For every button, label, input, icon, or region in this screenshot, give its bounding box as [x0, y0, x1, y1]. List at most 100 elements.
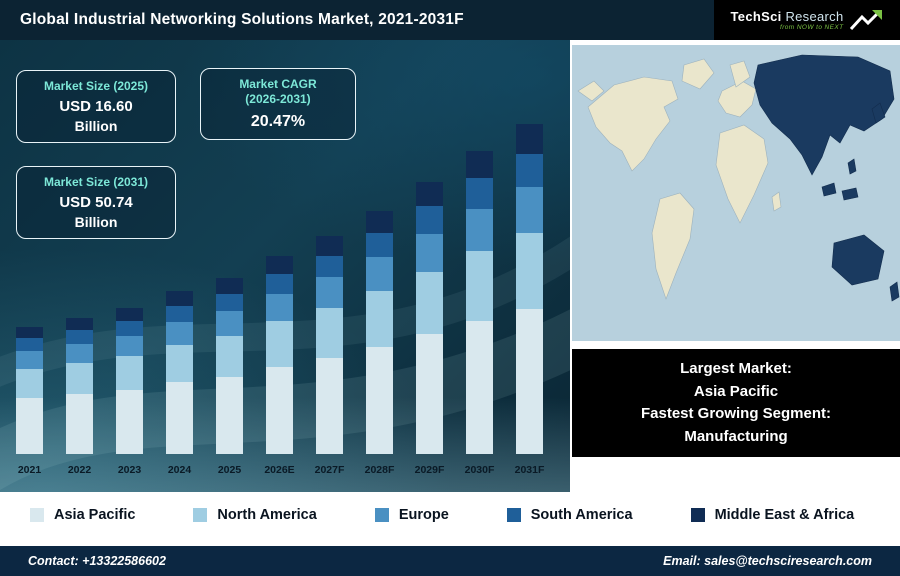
bar-segment-2029F: [416, 181, 443, 207]
map-asia-highlight: [753, 54, 895, 176]
legend-label: Asia Pacific: [54, 507, 136, 523]
legend-item: North America: [193, 507, 317, 523]
footer-contact: Contact: +13322586602: [28, 554, 166, 568]
bar-2029F: [416, 181, 443, 454]
bar-segment-2027F: [316, 255, 343, 278]
largest-market-callout: Largest Market: Asia Pacific Fastest Gro…: [572, 349, 900, 457]
bar-2022: [66, 318, 93, 454]
legend-label: Europe: [398, 507, 449, 523]
bar-segment-2021: [16, 327, 43, 339]
bar-segment-2029F: [416, 233, 443, 272]
map-indonesia-1: [821, 182, 837, 197]
logo-arrow-icon: [850, 9, 883, 31]
bar-segment-2024: [166, 344, 193, 383]
logo-brand: TechSci Research: [731, 9, 844, 24]
bar-segment-2030F: [466, 178, 493, 209]
market-cagr-label: Market CAGR: [239, 77, 317, 91]
bar-2030F: [466, 151, 493, 454]
bar-segment-2026E: [266, 321, 293, 367]
bar-segment-2027F: [316, 358, 343, 454]
bar-segment-2023: [116, 356, 143, 390]
logo-text: TechSci Research from NOW to NEXT: [731, 9, 844, 31]
legend-item: South America: [506, 507, 633, 523]
footer: Contact: +13322586602 Email: sales@techs…: [0, 546, 900, 576]
bar-2023: [116, 308, 143, 454]
market-size-2025-label: Market Size (2025): [43, 79, 149, 93]
logo-tagline: from NOW to NEXT: [780, 24, 844, 31]
market-size-2031-box: Market Size (2031) USD 50.74 Billion: [16, 166, 176, 239]
bar-segment-2027F: [316, 236, 343, 256]
x-axis-label-2021: 2021: [17, 464, 42, 476]
map-europe: [717, 80, 757, 118]
legend-item: Europe: [374, 507, 449, 523]
legend-label: Middle East & Africa: [714, 507, 855, 523]
x-axis-label-2026E: 2026E: [264, 464, 295, 476]
bar-segment-2022: [66, 318, 93, 331]
bar-segment-2025: [216, 278, 243, 294]
bar-segment-2025: [216, 336, 243, 377]
map-new-zealand: [889, 281, 900, 302]
bar-segment-2028F: [366, 257, 393, 292]
x-axis-label-2023: 2023: [117, 464, 142, 476]
legend-swatch-icon: [690, 508, 705, 522]
legend-swatch-icon: [30, 508, 44, 522]
bar-segment-2021: [16, 351, 43, 369]
chart-panel: Market Size (2025) USD 16.60 Billion Mar…: [0, 40, 570, 492]
world-map-image: [572, 45, 900, 341]
bar-segment-2030F: [466, 151, 493, 179]
bar-segment-2022: [66, 394, 93, 454]
bar-segment-2028F: [366, 291, 393, 348]
market-size-2025-value: USD 16.60: [59, 98, 133, 115]
bar-segment-2023: [116, 321, 143, 336]
footer-gap: [0, 538, 900, 546]
x-axis-labels: 2021 2022 2023 2024 2025 2026E 2027F 2028F 2029F…: [16, 464, 545, 476]
right-column: Largest Market: Asia Pacific Fastest Gro…: [570, 40, 900, 492]
bar-2024: [166, 291, 193, 454]
bar-segment-2026E: [266, 293, 293, 322]
content: Market Size (2025) USD 16.60 Billion Mar…: [0, 40, 900, 492]
bar-2026E: [266, 256, 293, 454]
bar-segment-2029F: [416, 334, 443, 454]
techsci-logo: TechSci Research from NOW to NEXT: [714, 0, 900, 40]
bar-segment-2023: [116, 389, 143, 454]
bar-segment-2026E: [266, 366, 293, 454]
x-axis-label-2025: 2025: [217, 464, 242, 476]
bar-segment-2029F: [416, 271, 443, 335]
legend-swatch-icon: [374, 508, 389, 522]
bar-segment-2029F: [416, 206, 443, 234]
footer-email: Email: sales@techsciresearch.com: [663, 554, 872, 568]
map-south-america: [651, 192, 695, 300]
map-scandinavia: [729, 60, 751, 88]
map-philippines: [847, 158, 857, 175]
bar-segment-2021: [16, 338, 43, 352]
market-size-2025-unit: Billion: [74, 118, 118, 134]
bar-segment-2028F: [366, 232, 393, 258]
map-madagascar: [771, 191, 782, 212]
bar-segment-2031F: [516, 153, 543, 187]
bar-2027F: [316, 236, 343, 454]
logo-brand-1: TechSci: [730, 9, 782, 24]
bar-segment-2022: [66, 343, 93, 363]
bar-segment-2026E: [266, 256, 293, 274]
world-map: [572, 45, 900, 341]
header: Global Industrial Networking Solutions M…: [0, 0, 900, 40]
map-north-america: [587, 76, 679, 172]
bar-segment-2031F: [516, 123, 543, 154]
bar-segment-2021: [16, 398, 43, 454]
map-japan: [871, 102, 886, 124]
bar-segment-2024: [166, 321, 193, 345]
legend-item: Middle East & Africa: [690, 507, 855, 523]
page-title: Global Industrial Networking Solutions M…: [20, 11, 464, 28]
chart-legend: Asia Pacific North America Europe South Ame…: [0, 492, 900, 538]
bar-2031F: [516, 123, 543, 454]
callout-line-4: Manufacturing: [684, 427, 788, 445]
market-size-2025-box: Market Size (2025) USD 16.60 Billion: [16, 70, 176, 143]
bar-segment-2025: [216, 376, 243, 454]
bar-segment-2022: [66, 362, 93, 395]
callout-line-1: Largest Market:: [680, 360, 792, 377]
bar-2021: [16, 327, 43, 454]
bar-segment-2022: [66, 330, 93, 344]
bar-segment-2028F: [366, 347, 393, 454]
callout-line-2: Asia Pacific: [693, 382, 779, 400]
